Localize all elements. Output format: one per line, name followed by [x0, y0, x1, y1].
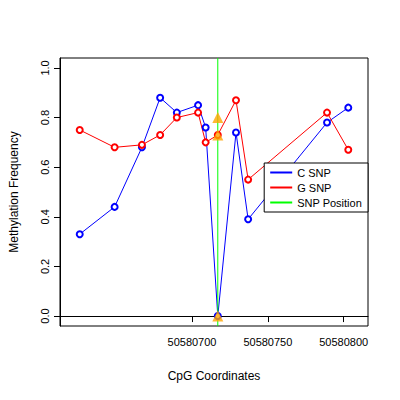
svg-text:Methylation Frequency: Methylation Frequency [7, 131, 21, 252]
svg-text:0.8: 0.8 [39, 110, 51, 125]
svg-text:CpG Coordinates: CpG Coordinates [168, 369, 261, 383]
svg-text:SNP Position: SNP Position [297, 197, 362, 209]
svg-text:G SNP: G SNP [297, 182, 331, 194]
svg-text:0.0: 0.0 [39, 308, 51, 323]
svg-text:0.6: 0.6 [39, 160, 51, 175]
svg-text:50580700: 50580700 [168, 336, 217, 348]
svg-text:0.4: 0.4 [39, 209, 51, 224]
svg-text:C SNP: C SNP [297, 167, 331, 179]
svg-text:50580750: 50580750 [243, 336, 292, 348]
svg-text:50580800: 50580800 [319, 336, 368, 348]
svg-text:1.0: 1.0 [39, 60, 51, 75]
svg-text:0.2: 0.2 [39, 259, 51, 274]
